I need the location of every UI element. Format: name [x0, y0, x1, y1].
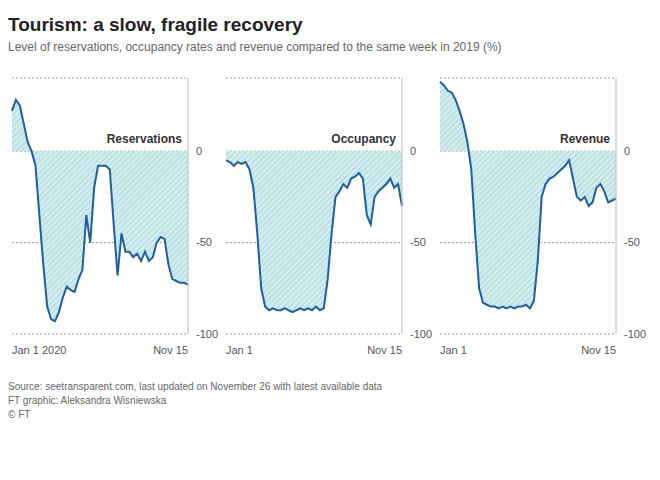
svg-text:Nov 15: Nov 15: [367, 344, 402, 356]
svg-text:Jan 1: Jan 1: [440, 344, 467, 356]
html-text:Tourism: a slow, fragile recov: Tourism: a slow, fragile recovery: [8, 14, 303, 35]
html-text:Reservations: Reservations: [106, 132, 182, 147]
svg-text:0: 0: [624, 145, 630, 157]
html-text:Level of reservations, occupan: Level of reservations, occupancy rates a…: [8, 40, 502, 54]
svg-text:Jan 1 2020: Jan 1 2020: [12, 344, 66, 356]
html-text:Revenue: Revenue: [560, 132, 610, 147]
svg-text:-50: -50: [624, 236, 640, 248]
svg-text:0: 0: [196, 145, 202, 157]
svg-text:-100: -100: [624, 328, 646, 340]
svg-text:-100: -100: [410, 328, 432, 340]
svg-text:Jan 1: Jan 1: [226, 344, 253, 356]
svg-text:0: 0: [410, 145, 416, 157]
html-text:Occupancy: Occupancy: [331, 132, 396, 147]
svg-text:Nov 15: Nov 15: [153, 344, 188, 356]
svg-text:-100: -100: [196, 328, 218, 340]
svg-text:Nov 15: Nov 15: [581, 344, 616, 356]
html-text:FT graphic: Aleksandra Wisniew: FT graphic: Aleksandra Wisniewska: [8, 395, 167, 406]
svg-text:-50: -50: [196, 236, 212, 248]
svg-text:-50: -50: [410, 236, 426, 248]
html-text:Source: seetransparent.com, la: Source: seetransparent.com, last updated…: [8, 381, 383, 392]
html-text:© FT: © FT: [8, 409, 31, 420]
